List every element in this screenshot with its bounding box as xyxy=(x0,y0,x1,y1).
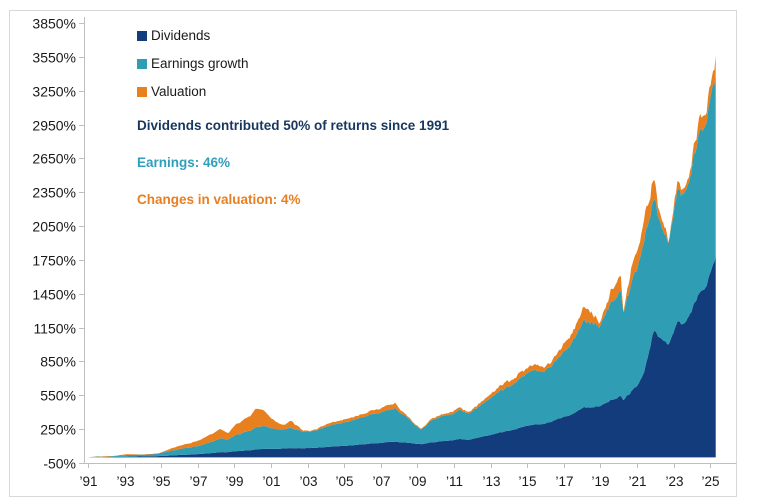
chart-note-0: Dividends contributed 50% of returns sin… xyxy=(137,118,450,133)
x-tick-label: ’93 xyxy=(116,474,134,489)
y-tick-label: 250% xyxy=(40,422,76,438)
legend-label-valuation: Valuation xyxy=(151,84,207,99)
legend-swatch-dividends xyxy=(137,30,147,41)
legend-item-earnings-growth: Earnings growth xyxy=(137,56,557,71)
legend-item-valuation: Valuation xyxy=(137,84,557,99)
legend-swatch-earnings-growth xyxy=(137,58,147,69)
y-tick-label: 1150% xyxy=(33,321,76,337)
y-tick-label: 1450% xyxy=(32,287,76,303)
chart-note-2: Changes in valuation: 4% xyxy=(137,192,301,207)
x-tick-label: ’15 xyxy=(518,474,536,489)
y-tick-label: 1750% xyxy=(32,253,76,269)
legend-label-earnings-growth: Earnings growth xyxy=(151,56,249,71)
y-tick-label: 2650% xyxy=(32,151,76,167)
y-tick-label: 2950% xyxy=(32,118,76,134)
x-tick-label: ’19 xyxy=(591,474,609,489)
x-tick-label: ’95 xyxy=(152,474,170,489)
x-tick-label: ’21 xyxy=(628,474,646,489)
y-tick-label: 550% xyxy=(40,388,76,404)
y-tick-label: 2050% xyxy=(32,219,76,235)
x-tick-label: ’97 xyxy=(189,474,207,489)
chart-overlay: Dividends Earnings growth Valuation Divi… xyxy=(137,28,557,207)
legend-swatch-valuation xyxy=(137,86,147,97)
x-tick-label: ’07 xyxy=(372,474,390,489)
chart-note-1: Earnings: 46% xyxy=(137,155,231,170)
area-valuation xyxy=(88,55,716,458)
y-tick-label: 3550% xyxy=(32,50,76,66)
legend-label-dividends: Dividends xyxy=(151,28,211,43)
x-tick-label: ’23 xyxy=(665,474,683,489)
y-tick-label: 2350% xyxy=(32,185,76,201)
area-dividends xyxy=(88,256,716,458)
y-tick-label: -50% xyxy=(43,456,76,472)
x-tick-label: ’05 xyxy=(335,474,353,489)
chart-frame xyxy=(9,10,737,497)
y-tick-label: 850% xyxy=(40,354,76,370)
x-tick-label: ’99 xyxy=(225,474,243,489)
y-tick-label: 3850% xyxy=(32,16,76,32)
y-tick-label: 3250% xyxy=(32,84,76,100)
x-tick-label: ’17 xyxy=(555,474,573,489)
x-tick-label: ’25 xyxy=(701,474,719,489)
x-tick-label: ’91 xyxy=(79,474,97,489)
x-tick-label: ’01 xyxy=(262,474,280,489)
x-tick-label: ’09 xyxy=(408,474,426,489)
x-tick-label: ’03 xyxy=(299,474,317,489)
x-tick-label: ’11 xyxy=(446,474,463,489)
legend-item-dividends: Dividends xyxy=(137,28,557,43)
area-earnings-growth xyxy=(88,72,716,458)
chart-legend: Dividends Earnings growth Valuation xyxy=(137,28,557,99)
x-tick-label: ’13 xyxy=(482,474,500,489)
